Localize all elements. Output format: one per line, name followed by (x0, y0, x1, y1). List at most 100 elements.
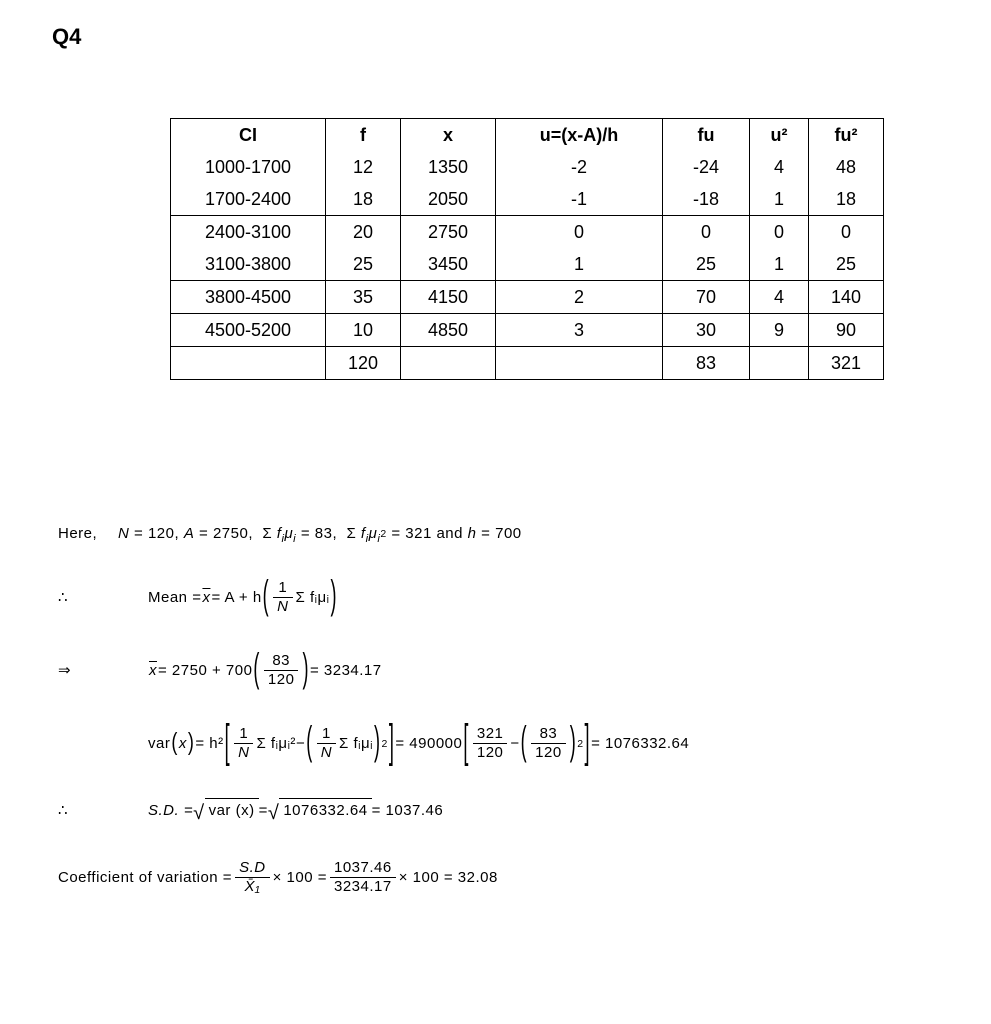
cell-fu: -24 (663, 151, 750, 183)
cell-ci: 3100-3800 (171, 248, 326, 281)
cell-f: 20 (326, 216, 401, 249)
col-header-fu2: fu² (809, 119, 884, 152)
mean-lhs: Mean = (148, 589, 201, 607)
cv2n: 1037.46 (330, 859, 396, 877)
cell-x: 4850 (401, 314, 496, 347)
minus: − (296, 735, 305, 753)
cell-f: 25 (326, 248, 401, 281)
cell-fu2: 48 (809, 151, 884, 183)
cell-empty (750, 347, 809, 380)
cell-u2: 4 (750, 151, 809, 183)
sd-rad1: var (x) (205, 798, 259, 823)
val-N: 120 (148, 525, 175, 543)
vf1d: 120 (473, 743, 508, 762)
table-row: 3100-3800 25 3450 1 25 1 25 (171, 248, 884, 281)
mean-prefix: = 2750 + 700 (158, 662, 252, 680)
den-Nb: N (234, 743, 253, 762)
given-label: Here, (58, 525, 118, 543)
cell-f: 10 (326, 314, 401, 347)
cell-u2: 4 (750, 281, 809, 314)
sigma-fu: Σ fᵢμᵢ (296, 589, 330, 607)
sigma-fu-b: Σ fᵢμᵢ (339, 735, 373, 753)
cell-fu2: 90 (809, 314, 884, 347)
col-header-u: u=(x-A)/h (496, 119, 663, 152)
den-N: N (273, 597, 292, 616)
cell-fu: 0 (663, 216, 750, 249)
cell-ci: 1000-1700 (171, 151, 326, 183)
cell-ci: 1700-2400 (171, 183, 326, 216)
cell-u: 0 (496, 216, 663, 249)
total-fu2: 321 (809, 347, 884, 380)
cell-fu: -18 (663, 183, 750, 216)
val-h: 700 (495, 525, 522, 543)
cell-x: 2050 (401, 183, 496, 216)
sd-line: ∴ S.D. = √var (x) = √1076332.64 = 1037.4… (58, 798, 689, 823)
cell-empty (171, 347, 326, 380)
minus2: − (510, 735, 519, 753)
val-A: 2750 (213, 525, 248, 543)
cell-u2: 9 (750, 314, 809, 347)
sd-lhs: S.D. = (148, 802, 193, 820)
cell-f: 35 (326, 281, 401, 314)
sd-rad2: 1076332.64 (279, 798, 371, 823)
frequency-table: CI f x u=(x-A)/h fu u² fu² 1000-1700 12 … (170, 118, 884, 380)
cv-result: × 100 = 32.08 (399, 869, 498, 887)
var-x: x (179, 735, 187, 753)
sd-result: = 1037.46 (372, 802, 444, 820)
var-lhs: var (148, 735, 170, 753)
cell-fu: 25 (663, 248, 750, 281)
cell-fu2: 0 (809, 216, 884, 249)
vf1n: 321 (473, 725, 508, 743)
total-fu: 83 (663, 347, 750, 380)
cell-ci: 4500-5200 (171, 314, 326, 347)
therefore-symbol: ∴ (58, 589, 148, 607)
question-label: Q4 (52, 24, 81, 50)
cell-u: 1 (496, 248, 663, 281)
cell-u: -2 (496, 151, 663, 183)
cell-x: 1350 (401, 151, 496, 183)
mean-formula-line: ∴ Mean = x = A + h ( 1N Σ fᵢμᵢ ) (58, 579, 689, 616)
cv1d: X̄₁ (235, 877, 270, 896)
calculation-work: Here, N = 120, A = 2750, Σ fiμi = 83, Σ … (58, 525, 689, 896)
col-header-ci: CI (171, 119, 326, 152)
cell-x: 2750 (401, 216, 496, 249)
mean-den: 120 (264, 670, 299, 689)
var-eq: = h² (195, 735, 223, 753)
cv1n: S.D (235, 859, 270, 877)
table-row: 4500-5200 10 4850 3 30 9 90 (171, 314, 884, 347)
cell-fu2: 18 (809, 183, 884, 216)
den-Nc: N (317, 743, 336, 762)
cell-u2: 1 (750, 248, 809, 281)
cell-x: 3450 (401, 248, 496, 281)
variance-line: var (x) = h² [ 1N Σ fᵢμᵢ² − ( 1N Σ fᵢμᵢ … (58, 725, 689, 762)
col-header-u2: u² (750, 119, 809, 152)
cell-empty (496, 347, 663, 380)
given-line: Here, N = 120, A = 2750, Σ fiμi = 83, Σ … (58, 525, 689, 543)
cv-mid: × 100 = (273, 869, 327, 887)
cv-label: Coefficient of variation = (58, 869, 232, 887)
table-row: 1000-1700 12 1350 -2 -24 4 48 (171, 151, 884, 183)
num-1b: 1 (234, 725, 253, 743)
cell-fu: 30 (663, 314, 750, 347)
cell-fu2: 25 (809, 248, 884, 281)
vf2d: 120 (531, 743, 566, 762)
cell-u: 3 (496, 314, 663, 347)
vf2n: 83 (531, 725, 566, 743)
mean-rhs1: = A + h (211, 589, 261, 607)
sigma-fu2: Σ fᵢμᵢ² (256, 735, 295, 753)
table-row: 1700-2400 18 2050 -1 -18 1 18 (171, 183, 884, 216)
mean-result: = 3234.17 (310, 662, 382, 680)
cell-f: 12 (326, 151, 401, 183)
cv2d: 3234.17 (330, 877, 396, 896)
implies-symbol: ⇒ (58, 662, 148, 680)
cell-u: -1 (496, 183, 663, 216)
var-prefix: = 490000 (395, 735, 462, 753)
cv-line: Coefficient of variation = S.DX̄₁ × 100 … (58, 859, 689, 896)
cell-ci: 2400-3100 (171, 216, 326, 249)
num-1c: 1 (317, 725, 336, 743)
mean-num: 83 (264, 652, 299, 670)
cell-x: 4150 (401, 281, 496, 314)
val-sumfu2: 321 (405, 525, 432, 543)
col-header-x: x (401, 119, 496, 152)
therefore-symbol-2: ∴ (58, 802, 148, 820)
